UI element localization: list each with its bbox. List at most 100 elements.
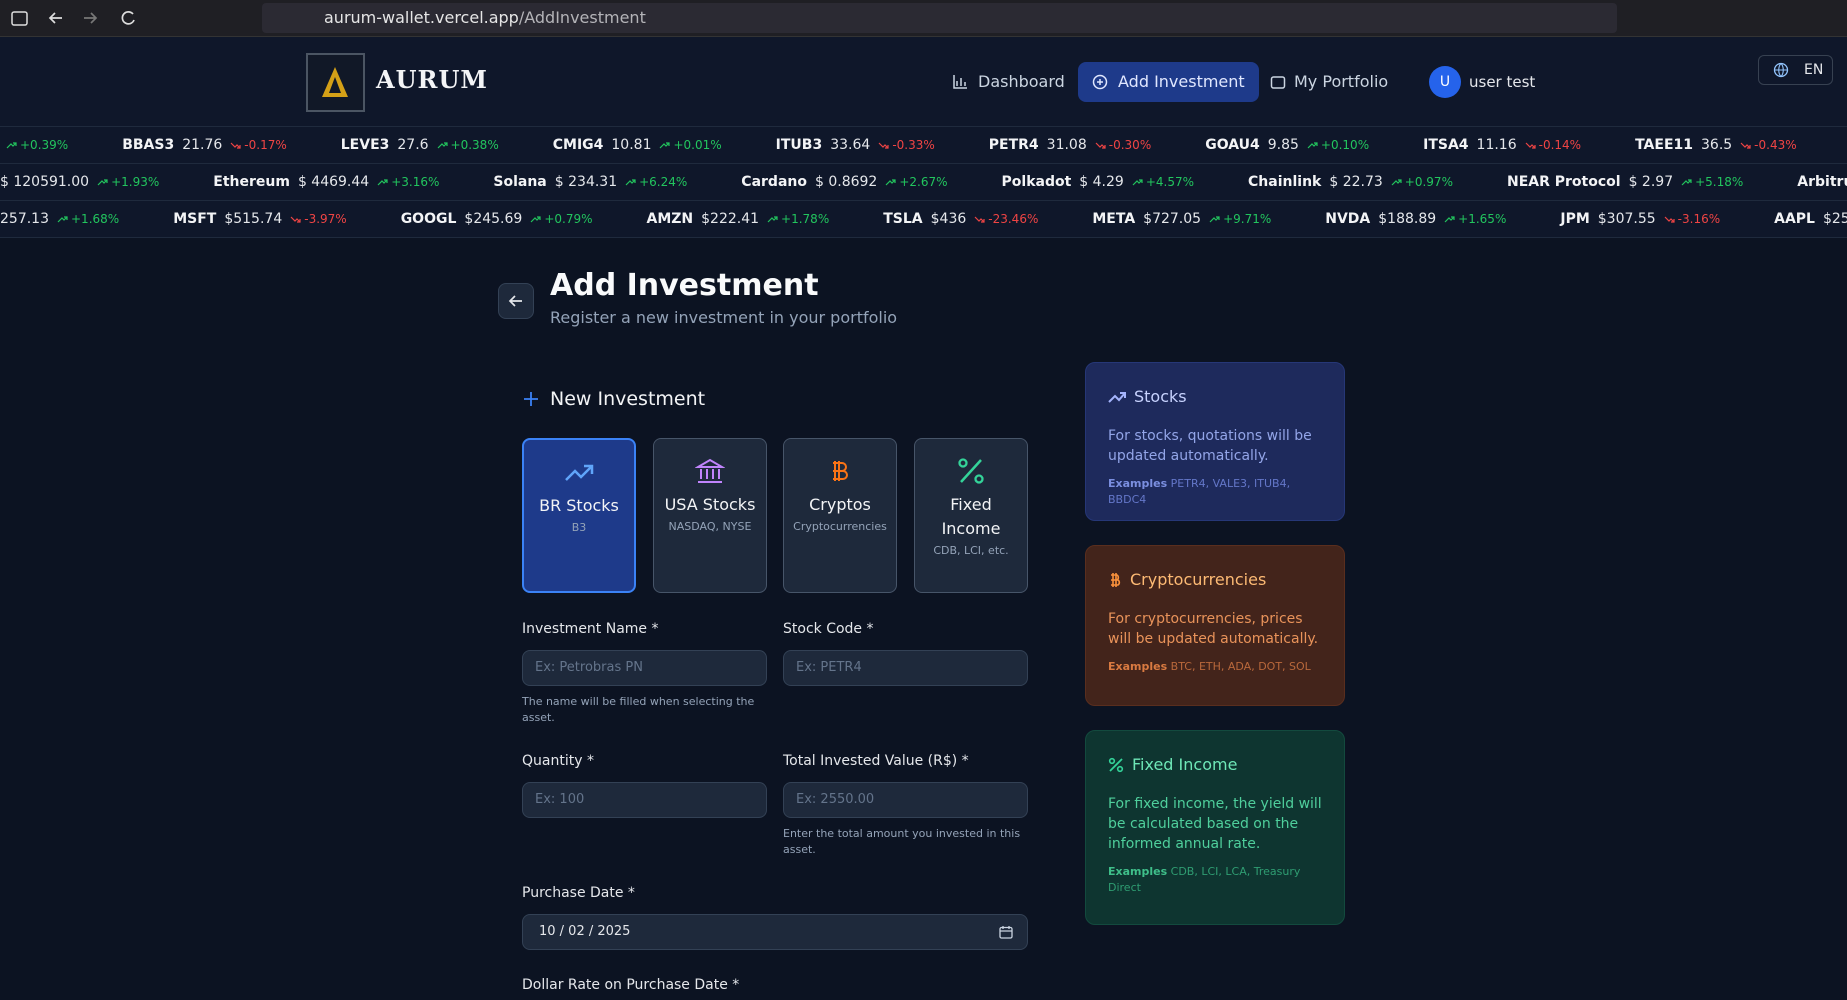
logo[interactable] — [306, 53, 365, 112]
ticker-price: 21.76 — [182, 137, 223, 153]
ticker-item: LEVE3 27.6 +0.38% — [341, 137, 499, 153]
avatar[interactable]: U — [1429, 66, 1461, 98]
ticker-name: TAEE11 — [1635, 137, 1693, 153]
ticker-name: NVDA — [1325, 211, 1371, 227]
info-text: For fixed income, the yield will be calc… — [1108, 796, 1322, 852]
trend-arrow — [1664, 216, 1675, 223]
change-value: +1.68% — [71, 212, 120, 226]
ticker-name: Ethereum — [213, 174, 290, 190]
ticker-name: TSLA — [883, 211, 923, 227]
field-label: Stock Code * — [783, 621, 874, 637]
trend-icon — [57, 215, 68, 222]
trend-arrow — [1209, 215, 1220, 222]
ticker-price: 9.85 — [1267, 137, 1299, 153]
ticker-change: -23.46% — [974, 212, 1038, 226]
info-card: Cryptocurrencies For cryptocurrencies, p… — [1085, 545, 1345, 706]
text-input[interactable]: Ex: 100 — [522, 782, 767, 818]
ticker-price: $ 0.8692 — [814, 174, 878, 190]
plus-icon — [524, 392, 538, 406]
trend-arrow — [1095, 142, 1106, 149]
icon — [953, 75, 967, 89]
ticker-item: MSFT $515.74 -3.97% — [173, 211, 347, 227]
ticker-name: Polkadot — [1001, 174, 1072, 190]
ticker-item: 257.13 +1.68% — [0, 211, 119, 227]
ticker-name: ITUB3 — [775, 137, 823, 153]
type-card[interactable]: Fixed Income CDB, LCI, etc. — [914, 438, 1028, 593]
ticker-change: -3.97% — [290, 212, 347, 226]
ticker-price: 36.5 — [1701, 137, 1733, 153]
back-button[interactable] — [498, 283, 534, 319]
change-value: +5.18% — [1695, 175, 1744, 189]
trend-icon — [230, 142, 241, 149]
type-card[interactable]: BR Stocks B3 — [522, 438, 636, 593]
type-icon — [565, 464, 594, 481]
language-button[interactable]: EN — [1758, 55, 1833, 85]
trend-icon — [1391, 178, 1402, 185]
trend-arrow — [1681, 178, 1692, 185]
ticker-row: +0.39% BBAS3 21.76 -0.17% LEVE3 27.6 +0.38% CMI… — [0, 127, 1847, 164]
ticker-name: CMIG4 — [552, 137, 604, 153]
ticker-item: ITSA4 11.16 -0.14% — [1423, 137, 1581, 153]
change-value: +0.79% — [544, 212, 593, 226]
browser-buttons — [11, 11, 135, 26]
nav-link[interactable]: Dashboard — [952, 62, 1065, 102]
ticker-item: +0.39% — [6, 138, 68, 152]
ticker-item: PETR4 31.08 -0.30% — [989, 137, 1151, 153]
field-label: Purchase Date * — [522, 885, 635, 901]
trend-arrow — [530, 215, 541, 222]
ticker-item: Solana $ 234.31 +6.24% — [493, 174, 687, 190]
info-title: Stocks — [1134, 387, 1187, 406]
field-label: Quantity * — [522, 753, 594, 769]
ticker-name: MSFT — [173, 211, 217, 227]
text-input[interactable]: Ex: 2550.00 — [783, 782, 1028, 818]
url-host: aurum-wallet.vercel.app — [324, 8, 519, 27]
ticker-price: $727.05 — [1143, 211, 1202, 227]
language: EN — [1804, 62, 1824, 78]
ticker-change: +5.18% — [1681, 175, 1743, 189]
ticker-item: BBAS3 21.76 -0.17% — [122, 137, 287, 153]
field-label: Total Invested Value (R$) * — [783, 753, 969, 769]
ticker-change: -0.14% — [1525, 138, 1581, 152]
address-bar[interactable]: aurum-wallet.vercel.app/AddInvestment — [262, 3, 1617, 33]
ticker-item: AMZN $222.41 +1.78% — [647, 211, 830, 227]
trend-icon — [885, 178, 896, 185]
ticker-price: 33.64 — [830, 137, 871, 153]
ticker-change: +6.24% — [625, 175, 687, 189]
ticker-price: 27.6 — [397, 137, 429, 153]
type-card[interactable]: Cryptos Cryptocurrencies — [783, 438, 897, 593]
trend-arrow — [6, 141, 17, 148]
ticker-price: $ 22.73 — [1329, 174, 1383, 190]
ticker-name: Solana — [493, 174, 547, 190]
trend-icon — [1444, 215, 1455, 222]
info-text: For cryptocurrencies, prices will be upd… — [1108, 611, 1319, 647]
ticker-name: Cardano — [741, 174, 807, 190]
ticker-change: +0.01% — [659, 138, 722, 152]
ticker-item: Ethereum $ 4469.44 +3.16% — [213, 174, 439, 190]
type-card[interactable]: USA Stocks NASDAQ, NYSE — [653, 438, 767, 593]
ticker-price: $515.74 — [224, 211, 283, 227]
ticker-row: 257.13 +1.68% MSFT $515.74 -3.97% GOOGL $245.6… — [0, 201, 1847, 238]
logo-icon — [322, 67, 348, 97]
text-input[interactable]: Ex: PETR4 — [783, 650, 1028, 686]
ticker-change: +1.93% — [97, 175, 159, 189]
examples-label: Examples — [1108, 865, 1168, 878]
ticker-name: META — [1092, 211, 1136, 227]
ticker-price: $188.89 — [1378, 211, 1437, 227]
field-help: Enter the total amount you invested in t… — [783, 827, 1021, 856]
trend-arrow — [878, 142, 889, 149]
ticker-item: $ 120591.00 +1.93% — [0, 174, 159, 190]
ticker-change: +1.65% — [1444, 212, 1506, 226]
ticker-item: ITUB3 33.64 -0.33% — [776, 137, 935, 153]
ticker-price: $307.55 — [1597, 211, 1656, 227]
ticker-item: TSLA $436 -23.46% — [883, 211, 1038, 227]
nav-link[interactable]: My Portfolio — [1268, 62, 1388, 102]
trend-icon — [377, 178, 388, 185]
examples: PETR4, VALE3, ITUB4, BBDC4 — [1108, 477, 1291, 506]
nav-link[interactable]: Add Investment — [1078, 62, 1259, 102]
ticker-price: 257.13 — [0, 211, 49, 227]
text-input[interactable]: Ex: Petrobras PN — [522, 650, 767, 686]
trend-icon — [290, 216, 301, 223]
date-input[interactable]: 10 / 02 / 2025 — [522, 914, 1028, 950]
nav-label: My Portfolio — [1294, 72, 1389, 91]
